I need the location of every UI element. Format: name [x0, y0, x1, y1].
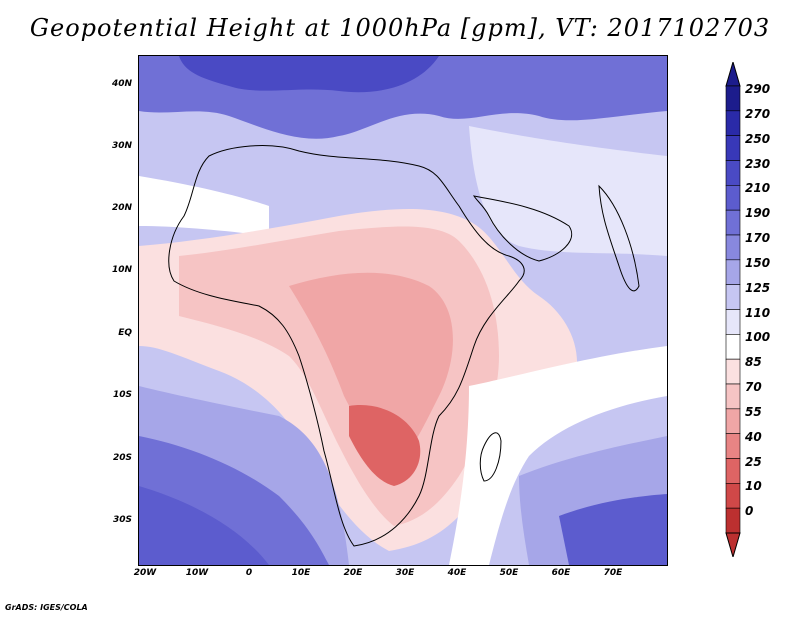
grads-credit: GrADS: IGES/COLA — [5, 603, 88, 612]
colorbar-label: 85 — [745, 355, 762, 370]
colorbar-label: 100 — [745, 330, 771, 345]
lat-label: 30S — [112, 515, 132, 525]
colorbar-cell — [725, 309, 741, 335]
lat-label: EQ — [118, 328, 132, 338]
colorbar-label: 170 — [745, 231, 771, 245]
colorbar-cell — [725, 507, 741, 534]
atlantic-neutral-band — [139, 176, 269, 236]
colorbar-cell — [725, 383, 741, 410]
colorbar-label: 230 — [745, 156, 771, 171]
colorbar-label: 10 — [745, 479, 762, 494]
arabian-peninsula-coastline — [472, 195, 572, 262]
lat-label: 30N — [111, 141, 132, 151]
colorbar-label: 0 — [745, 504, 754, 519]
colorbar-cell — [725, 85, 741, 112]
colorbar-cell — [725, 433, 741, 459]
lat-label: 10N — [111, 265, 132, 275]
colorbar — [725, 62, 741, 557]
map-title: Geopotential Height at 1000hPa [gpm], VT… — [29, 14, 771, 42]
mediterranean-high-core — [179, 56, 439, 93]
map-plot-area — [138, 55, 668, 566]
colorbar-cell — [725, 334, 741, 360]
south-atlantic-high-core — [139, 486, 269, 565]
colorbar-label: 270 — [745, 106, 771, 121]
lon-label: 60E — [551, 568, 571, 578]
central-africa-low-inner — [289, 272, 453, 466]
lon-label: 10W — [185, 568, 209, 578]
colorbar-cell — [725, 458, 741, 484]
lon-label: 0 — [245, 568, 253, 578]
colorbar-cell — [725, 259, 741, 285]
colorbar-min-arrow — [725, 532, 741, 557]
lat-label: 20S — [112, 453, 132, 463]
south-indian-high-core — [559, 494, 667, 565]
colorbar-cell — [725, 358, 741, 385]
lat-label: 20N — [111, 203, 132, 213]
colorbar-label: 290 — [745, 82, 771, 96]
madagascar-coastline — [479, 432, 502, 482]
colorbar-cell — [725, 135, 741, 161]
colorbar-label: 190 — [745, 206, 771, 221]
lon-label: 50E — [499, 568, 519, 578]
india-coastline — [598, 184, 640, 292]
colorbar-cell — [725, 209, 741, 236]
colorbar-cell — [725, 483, 741, 509]
lon-label: 20E — [343, 568, 363, 578]
colorbar-label: 25 — [745, 454, 762, 469]
lon-label: 20W — [133, 568, 157, 578]
lon-label: 70E — [603, 568, 623, 578]
lat-label: 40N — [111, 79, 132, 89]
colorbar-label: 40 — [745, 429, 762, 444]
colorbar-label: 210 — [745, 181, 771, 196]
colorbar-label: 70 — [745, 380, 762, 394]
colorbar-label: 110 — [745, 305, 771, 320]
colorbar-label: 55 — [745, 404, 762, 419]
colorbar-max-arrow — [725, 62, 741, 87]
arabian-neutral-area — [469, 126, 667, 256]
lat-label: 10S — [112, 390, 132, 400]
africa-coastline — [168, 145, 525, 547]
southern-africa-low-core — [349, 405, 421, 486]
colorbar-cell — [725, 110, 741, 136]
colorbar-cell — [725, 408, 741, 434]
lon-label: 40E — [447, 568, 467, 578]
lon-label: 10E — [291, 568, 311, 578]
indian-ocean-neutral-band — [449, 346, 667, 565]
geopotential-map — [139, 56, 667, 565]
colorbar-cell — [725, 185, 741, 211]
colorbar-label: 125 — [745, 280, 771, 295]
colorbar-cell — [725, 160, 741, 186]
colorbar-cell — [725, 234, 741, 261]
colorbar-label: 150 — [745, 255, 771, 270]
colorbar-cell — [725, 284, 741, 310]
colorbar-label: 250 — [745, 131, 771, 146]
lon-label: 30E — [395, 568, 415, 578]
